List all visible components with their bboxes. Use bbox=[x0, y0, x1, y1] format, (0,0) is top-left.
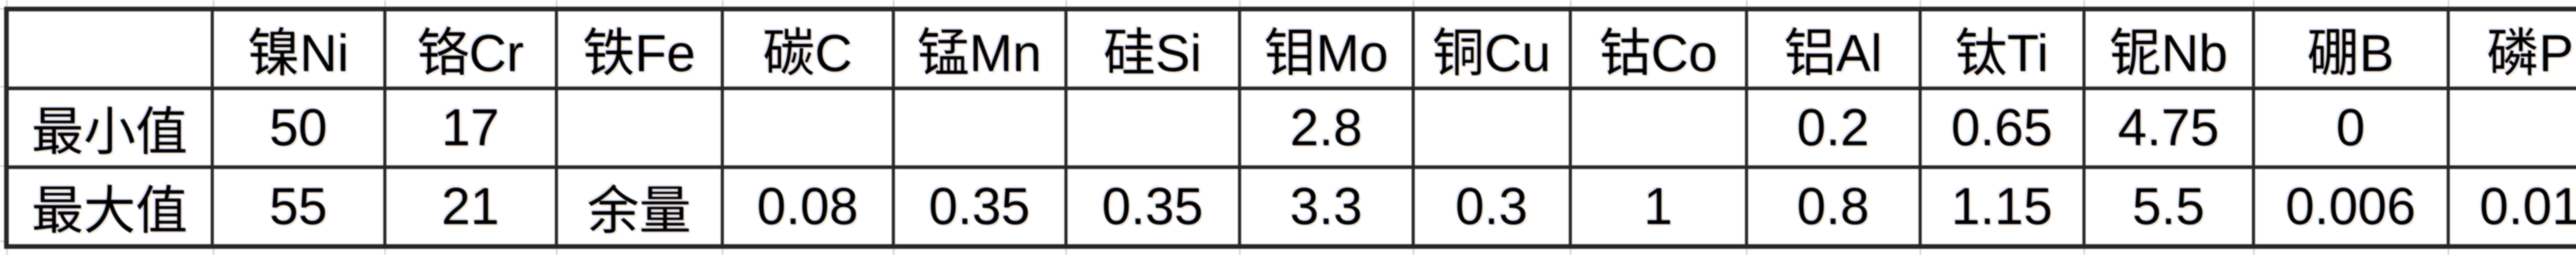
value-cell[interactable] bbox=[2446, 87, 2576, 169]
value-cell[interactable] bbox=[1064, 87, 1241, 169]
column-header[interactable]: 硅Si bbox=[1064, 7, 1241, 90]
value-cell[interactable]: 17 bbox=[383, 87, 558, 169]
column-header[interactable]: 钛Ti bbox=[1918, 7, 2086, 90]
value-cell[interactable]: 0.2 bbox=[1744, 87, 1922, 169]
column-header[interactable]: 钼Mo bbox=[1238, 7, 1415, 90]
value-cell[interactable]: 21 bbox=[383, 165, 558, 248]
table-row: 最小值 50 17 2.8 0.2 0.65 4.75 0 bbox=[5, 87, 2576, 169]
column-header[interactable]: 镍Ni bbox=[210, 7, 386, 90]
corner-cell[interactable] bbox=[5, 7, 214, 90]
column-header[interactable]: 铜Cu bbox=[1411, 7, 1572, 90]
value-cell[interactable] bbox=[554, 87, 724, 169]
value-cell[interactable]: 5.5 bbox=[2082, 165, 2255, 248]
column-header[interactable]: 铁Fe bbox=[554, 7, 724, 90]
header-row: 镍Ni铬Cr铁Fe碳C锰Mn硅Si钼Mo铜Cu钴Co铝Al钛Ti铌Nb硼B磷P硫… bbox=[5, 7, 2576, 90]
column-header[interactable]: 钴Co bbox=[1568, 7, 1748, 90]
column-header[interactable]: 铬Cr bbox=[383, 7, 558, 90]
value-cell[interactable]: 0.3 bbox=[1411, 165, 1572, 248]
value-cell[interactable]: 4.75 bbox=[2082, 87, 2255, 169]
column-header[interactable]: 硼B bbox=[2251, 7, 2450, 90]
value-cell[interactable]: 1 bbox=[1568, 165, 1748, 248]
value-cell[interactable] bbox=[891, 87, 1067, 169]
value-cell[interactable]: 1.15 bbox=[1918, 165, 2086, 248]
value-cell[interactable] bbox=[1568, 87, 1748, 169]
value-cell[interactable]: 0.01 bbox=[2446, 165, 2576, 248]
column-header[interactable]: 锰Mn bbox=[891, 7, 1067, 90]
row-label[interactable]: 最大值 bbox=[5, 165, 214, 248]
value-cell[interactable]: 2.8 bbox=[1238, 87, 1415, 169]
row-label[interactable]: 最小值 bbox=[5, 87, 214, 169]
value-cell[interactable]: 0.35 bbox=[891, 165, 1067, 248]
column-header[interactable]: 铌Nb bbox=[2082, 7, 2255, 90]
value-cell[interactable]: 0.35 bbox=[1064, 165, 1241, 248]
value-cell[interactable]: 0.65 bbox=[1918, 87, 2086, 169]
value-cell[interactable]: 55 bbox=[210, 165, 386, 248]
column-header[interactable]: 碳C bbox=[720, 7, 895, 90]
value-cell[interactable] bbox=[720, 87, 895, 169]
column-header[interactable]: 铝Al bbox=[1744, 7, 1922, 90]
value-cell[interactable]: 0.08 bbox=[720, 165, 895, 248]
value-cell[interactable]: 0.006 bbox=[2251, 165, 2450, 248]
value-cell[interactable]: 0.8 bbox=[1744, 165, 1922, 248]
value-cell[interactable]: 0 bbox=[2251, 87, 2450, 169]
value-cell[interactable] bbox=[1411, 87, 1572, 169]
value-cell[interactable]: 余量 bbox=[554, 165, 724, 248]
column-header[interactable]: 磷P bbox=[2446, 7, 2576, 90]
value-cell[interactable]: 50 bbox=[210, 87, 386, 169]
table-row: 最大值 55 21 余量 0.08 0.35 0.35 3.3 0.3 1 0.8 1.15 5.5 0.… bbox=[5, 165, 2576, 248]
value-cell[interactable]: 3.3 bbox=[1238, 165, 1415, 248]
alloy-composition-table: 镍Ni铬Cr铁Fe碳C锰Mn硅Si钼Mo铜Cu钴Co铝Al钛Ti铌Nb硼B磷P硫… bbox=[4, 7, 2576, 249]
